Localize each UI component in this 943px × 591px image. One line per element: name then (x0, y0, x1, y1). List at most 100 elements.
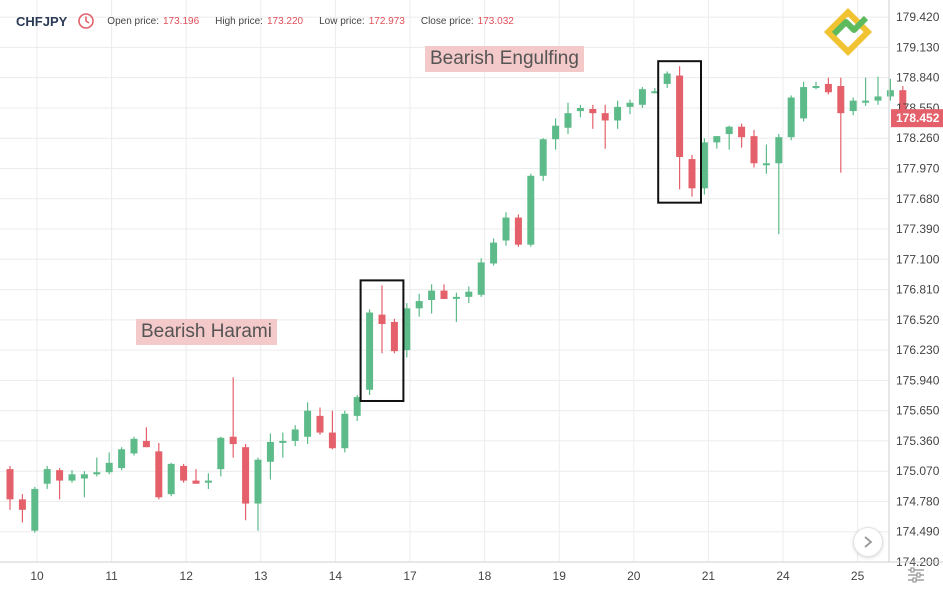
candle-body (849, 100, 857, 112)
candle-body (800, 87, 808, 119)
candle-body (626, 102, 634, 107)
scroll-right-button[interactable] (853, 527, 883, 557)
candle-body (56, 470, 64, 481)
bearish-candle (328, 410, 336, 450)
candle-body (713, 136, 721, 143)
bullish-candle (68, 470, 76, 483)
candle-body (527, 175, 535, 245)
bullish-candle (415, 293, 423, 317)
y-tick-label: 174.490 (896, 525, 940, 539)
y-tick-label: 174.780 (896, 494, 940, 508)
bullish-candle (341, 410, 349, 453)
candle-body (539, 139, 547, 176)
candle-body (886, 90, 894, 97)
bullish-candle (713, 136, 721, 149)
bullish-candle (217, 436, 225, 477)
candle-body (142, 440, 150, 448)
time-axis: 10 11 12 13 14 17 18 19 20 21 24 25 (0, 561, 943, 583)
annotation-bearish-engulfing: Bearish Engulfing (425, 46, 584, 72)
candle-body (167, 463, 175, 495)
candle-body (490, 242, 498, 264)
x-tick-label: 10 (30, 569, 44, 583)
candle-body (353, 397, 361, 416)
bullish-candle (80, 471, 88, 498)
y-tick-label: 178.260 (896, 131, 940, 145)
bearish-candle (6, 465, 14, 510)
candle-body (328, 432, 336, 449)
bullish-candle (800, 81, 808, 122)
bullish-candle (552, 118, 560, 150)
bullish-candle (118, 447, 126, 471)
chart-grid (0, 0, 889, 563)
bullish-candle (502, 212, 510, 246)
bearish-candle (242, 444, 250, 521)
bullish-candle (849, 97, 857, 116)
candle-body (192, 480, 200, 484)
x-tick-label: 20 (627, 569, 641, 583)
y-tick-label: 176.810 (896, 283, 940, 297)
bullish-candle (304, 402, 312, 445)
close-price-value: 173.032 (477, 15, 514, 27)
bullish-candle (663, 71, 671, 89)
candle-body (266, 441, 274, 462)
bearish-candle (750, 129, 758, 168)
x-tick-label: 19 (553, 569, 567, 583)
candle-body (552, 125, 560, 140)
candle-body (899, 90, 907, 119)
clock-icon[interactable] (77, 12, 95, 30)
bullish-candle (279, 432, 287, 458)
low-price-label: Low price: (319, 15, 365, 27)
y-tick-label: 177.100 (896, 252, 940, 266)
symbol-label[interactable]: CHFJPY (16, 13, 68, 29)
candle-body (564, 113, 572, 128)
candle-body (105, 462, 113, 473)
candle-body (415, 301, 423, 309)
y-tick-label: 175.650 (896, 404, 940, 418)
bullish-candle (366, 309, 374, 395)
x-tick-label: 14 (329, 569, 343, 583)
candle-body (812, 86, 820, 89)
candle-body (291, 429, 299, 441)
candle-body (576, 107, 584, 112)
bullish-candle (539, 138, 547, 182)
candle-body (700, 142, 708, 189)
bullish-candle (452, 292, 460, 322)
candle-body (688, 159, 696, 189)
bearish-candle (601, 104, 609, 149)
settings-sliders-icon[interactable] (906, 567, 926, 583)
candle-body (589, 108, 597, 114)
bearish-candle (180, 463, 188, 483)
bullish-candle (638, 87, 646, 108)
candle-body (341, 413, 349, 449)
candle-body (874, 96, 882, 101)
annotation-bearish-harami: Bearish Harami (136, 319, 277, 345)
candle-body (862, 100, 870, 103)
candle-body (242, 447, 250, 504)
candle-body (118, 449, 126, 469)
x-tick-label: 18 (478, 569, 492, 583)
bearish-candle (440, 284, 448, 299)
bullish-candle (403, 303, 411, 358)
open-price-label: Open price: (107, 15, 159, 27)
bearish-candle (824, 77, 832, 95)
candle-body (366, 312, 374, 390)
bullish-candle (651, 88, 659, 94)
bearish-candle (192, 469, 200, 484)
bullish-candle (43, 465, 51, 489)
candle-body (514, 217, 522, 245)
candles-layer (6, 66, 907, 533)
candle-body (440, 290, 448, 299)
bullish-candle (775, 134, 783, 235)
candle-body (279, 440, 287, 443)
candle-body (204, 480, 212, 483)
candle-body (43, 469, 51, 484)
bearish-candle (514, 214, 522, 247)
x-tick-label: 24 (776, 569, 790, 583)
candle-body (452, 296, 460, 299)
bullish-candle (576, 104, 584, 118)
bearish-candle (142, 427, 150, 448)
bullish-candle (353, 394, 361, 422)
bullish-candle (886, 78, 894, 101)
candle-body (738, 126, 746, 138)
y-tick-label: 176.230 (896, 343, 940, 357)
